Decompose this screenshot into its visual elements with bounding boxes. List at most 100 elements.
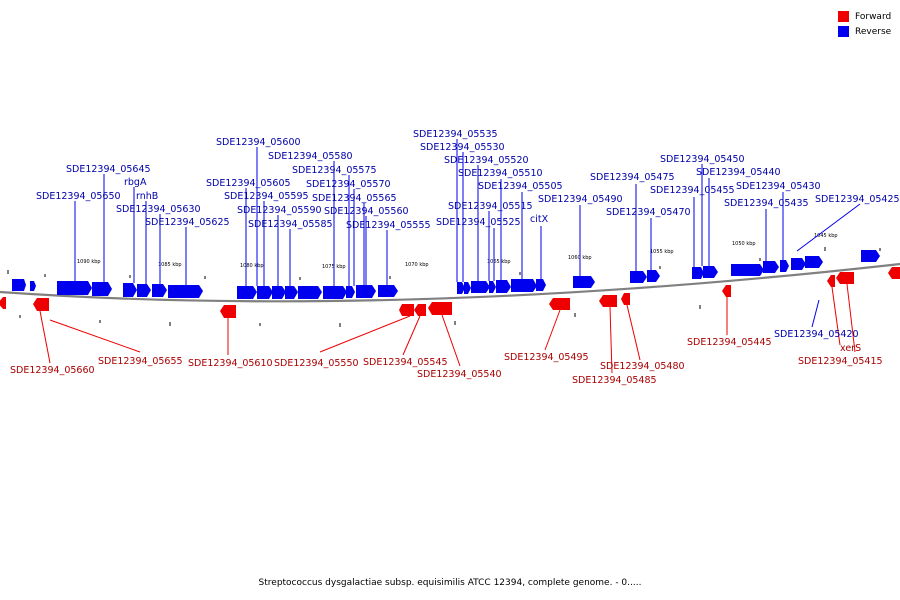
gene-arrow[interactable] xyxy=(827,275,835,287)
gene-arrow[interactable] xyxy=(511,279,537,292)
gene-arrow[interactable] xyxy=(599,295,617,307)
gene-arrow[interactable] xyxy=(399,304,414,316)
gene-arrow[interactable] xyxy=(123,283,137,297)
gene-arrow[interactable] xyxy=(257,286,273,299)
gene-arrow[interactable] xyxy=(621,293,630,305)
gene-label[interactable]: rnhB xyxy=(136,191,158,202)
gene-arrow[interactable] xyxy=(489,281,496,293)
gene-arrow[interactable] xyxy=(791,258,806,270)
gene-arrow[interactable] xyxy=(168,285,203,298)
gene-label[interactable]: SDE12394_05540 xyxy=(417,369,502,380)
gene-label[interactable]: SDE12394_05550 xyxy=(274,358,359,369)
gene-label[interactable]: SDE12394_05420 xyxy=(774,329,859,340)
gene-label[interactable]: SDE12394_05515 xyxy=(448,201,533,212)
gene-arrow[interactable] xyxy=(285,286,298,299)
gene-label[interactable]: SDE12394_05425 xyxy=(815,194,900,205)
gene-label[interactable]: SDE12394_05630 xyxy=(116,204,201,215)
gene-label[interactable]: SDE12394_05445 xyxy=(687,337,772,348)
gene-label[interactable]: SDE12394_05435 xyxy=(724,198,809,209)
gene-arrow[interactable] xyxy=(536,279,546,291)
gene-arrow[interactable] xyxy=(57,281,92,295)
gene-label[interactable]: SDE12394_05520 xyxy=(444,155,529,166)
gene-label[interactable]: SDE12394_05610 xyxy=(188,358,273,369)
gene-label[interactable]: SDE12394_05625 xyxy=(145,217,230,228)
scale-label: 1055 kbp xyxy=(650,249,674,255)
gene-label[interactable]: SDE12394_05590 xyxy=(237,205,322,216)
gene-arrow[interactable] xyxy=(861,250,880,262)
gene-arrow[interactable] xyxy=(888,267,900,279)
gene-arrow[interactable] xyxy=(731,264,764,276)
gene-label[interactable]: SDE12394_05535 xyxy=(413,129,498,140)
gene-label[interactable]: SDE12394_05430 xyxy=(736,181,821,192)
gene-label[interactable]: SDE12394_05470 xyxy=(606,207,691,218)
gene-arrow[interactable] xyxy=(703,266,718,278)
gene-arrow[interactable] xyxy=(12,279,26,291)
gene-arrow[interactable] xyxy=(30,281,36,291)
gene-label[interactable]: SDE12394_05580 xyxy=(268,151,353,162)
gene-arrow[interactable] xyxy=(152,284,167,297)
gene-label[interactable]: SDE12394_05595 xyxy=(224,191,309,202)
gene-label[interactable]: SDE12394_05440 xyxy=(696,167,781,178)
gene-arrow[interactable] xyxy=(457,282,465,294)
gene-label[interactable]: SDE12394_05650 xyxy=(36,191,121,202)
gene-arrow[interactable] xyxy=(92,282,112,296)
gene-arrow[interactable] xyxy=(496,280,511,293)
gene-arrow[interactable] xyxy=(298,286,322,299)
gene-label[interactable]: SDE12394_05510 xyxy=(458,168,543,179)
gene-arrow[interactable] xyxy=(378,285,398,297)
gene-label[interactable]: SDE12394_05455 xyxy=(650,185,735,196)
gene-arrow[interactable] xyxy=(414,304,426,316)
gene-arrow[interactable] xyxy=(33,298,49,311)
gene-arrow[interactable] xyxy=(220,305,236,318)
gene-label[interactable]: SDE12394_05555 xyxy=(346,220,431,231)
gene-label[interactable]: SDE12394_05485 xyxy=(572,375,657,386)
gene-arrow[interactable] xyxy=(780,260,789,272)
gene-label[interactable]: SDE12394_05495 xyxy=(504,352,589,363)
gene-arrow[interactable] xyxy=(805,256,823,268)
gene-label[interactable]: SDE12394_05605 xyxy=(206,178,291,189)
gene-label[interactable]: SDE12394_05660 xyxy=(10,365,95,376)
gene-arrow[interactable] xyxy=(237,286,257,299)
gene-label[interactable]: SDE12394_05565 xyxy=(312,193,397,204)
gene-label[interactable]: SDE12394_05415 xyxy=(798,356,883,367)
gene-arrow[interactable] xyxy=(692,267,704,279)
scale-label: 1045 kbp xyxy=(814,233,838,239)
gene-arrow[interactable] xyxy=(428,302,452,315)
scale-label: 1065 kbp xyxy=(487,259,511,265)
gene-arrow[interactable] xyxy=(836,272,854,284)
gene-label[interactable]: SDE12394_05450 xyxy=(660,154,745,165)
gene-arrow[interactable] xyxy=(346,286,355,298)
gene-arrow[interactable] xyxy=(763,261,779,273)
gene-label[interactable]: citX xyxy=(530,214,549,225)
gene-arrow[interactable] xyxy=(722,285,731,297)
gene-label[interactable]: SDE12394_05600 xyxy=(216,137,301,148)
gene-label[interactable]: SDE12394_05560 xyxy=(324,206,409,217)
gene-label[interactable]: SDE12394_05530 xyxy=(420,142,505,153)
gene-arrow[interactable] xyxy=(323,286,347,299)
gene-arrow[interactable] xyxy=(630,271,647,283)
gene-label[interactable]: SDE12394_05525 xyxy=(436,217,521,228)
gene-label[interactable]: SDE12394_05570 xyxy=(306,179,391,190)
gene-arrow[interactable] xyxy=(549,298,570,310)
gene-label[interactable]: SDE12394_05575 xyxy=(292,165,377,176)
gene-label[interactable]: SDE12394_05655 xyxy=(98,356,183,367)
gene-label[interactable]: rbgA xyxy=(124,177,147,188)
gene-label[interactable]: SDE12394_05645 xyxy=(66,164,151,175)
gene-arrow[interactable] xyxy=(464,282,471,294)
gene-label[interactable]: SDE12394_05545 xyxy=(363,357,448,368)
gene-arrow[interactable] xyxy=(0,297,6,309)
gene-arrow[interactable] xyxy=(573,276,595,288)
gene-label[interactable]: SDE12394_05585 xyxy=(248,219,333,230)
gene-arrow[interactable] xyxy=(356,285,376,298)
gene-arrow[interactable] xyxy=(647,270,660,282)
gene-arrow[interactable] xyxy=(272,286,286,299)
gene-label[interactable]: SDE12394_05490 xyxy=(538,194,623,205)
legend-reverse-label: Reverse xyxy=(855,26,892,37)
gene-label[interactable]: SDE12394_05475 xyxy=(590,172,675,183)
gene-label[interactable]: xerS xyxy=(840,343,861,354)
gene-label[interactable]: SDE12394_05505 xyxy=(478,181,563,192)
gene-label[interactable]: SDE12394_05480 xyxy=(600,361,685,372)
gene-arrow[interactable] xyxy=(137,284,151,297)
gene-arrow[interactable] xyxy=(471,281,490,293)
